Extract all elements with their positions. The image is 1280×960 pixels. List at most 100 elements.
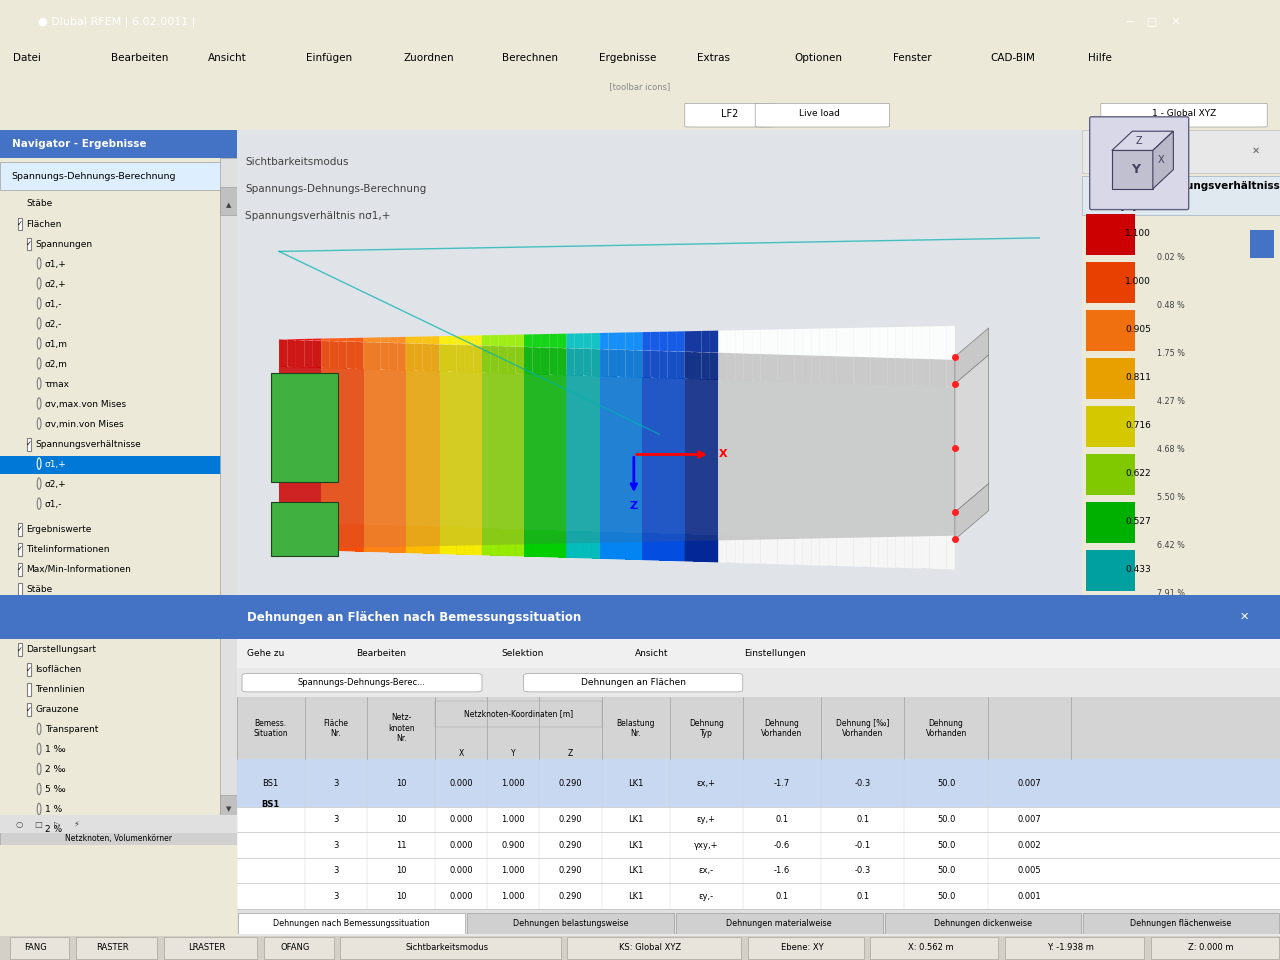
Bar — [870, 937, 998, 959]
Text: 0.000: 0.000 — [449, 779, 472, 787]
Polygon shape — [591, 333, 600, 349]
Polygon shape — [448, 372, 457, 527]
Polygon shape — [516, 544, 524, 557]
Bar — [18, 603, 22, 616]
Bar — [18, 623, 22, 636]
Polygon shape — [338, 338, 347, 342]
Polygon shape — [819, 355, 828, 383]
Bar — [270, 373, 338, 482]
Polygon shape — [338, 548, 347, 551]
Bar — [1085, 262, 1135, 302]
Polygon shape — [879, 357, 887, 385]
Polygon shape — [507, 529, 516, 556]
Polygon shape — [777, 540, 786, 564]
Text: 10: 10 — [396, 779, 406, 787]
Polygon shape — [819, 328, 828, 356]
Polygon shape — [685, 535, 692, 562]
Polygon shape — [617, 532, 626, 560]
Polygon shape — [634, 332, 643, 350]
Polygon shape — [584, 333, 591, 348]
Polygon shape — [532, 347, 541, 374]
Text: 1.000: 1.000 — [502, 815, 525, 824]
Bar — [27, 438, 32, 451]
Polygon shape — [330, 368, 338, 523]
Text: 1.100: 1.100 — [1125, 228, 1151, 238]
Text: 2 %: 2 % — [45, 826, 63, 834]
Text: X: X — [439, 653, 447, 662]
Polygon shape — [922, 537, 929, 568]
Text: LK1: LK1 — [628, 866, 644, 876]
Text: Netzknoten, Volumenkörner: Netzknoten, Volumenkörner — [65, 834, 172, 843]
Text: 10: 10 — [396, 892, 406, 900]
Text: ✓: ✓ — [27, 666, 32, 673]
Polygon shape — [321, 523, 330, 550]
Polygon shape — [701, 352, 710, 380]
Text: τmax: τmax — [45, 380, 70, 389]
Text: 0.900: 0.900 — [502, 841, 525, 850]
Bar — [18, 563, 22, 576]
Text: Live load: Live load — [799, 109, 840, 118]
Polygon shape — [626, 377, 634, 533]
Polygon shape — [575, 543, 584, 559]
Text: Stäbe: Stäbe — [26, 585, 52, 594]
Text: ✕: ✕ — [1252, 146, 1261, 156]
Polygon shape — [305, 368, 312, 523]
Polygon shape — [499, 529, 507, 556]
Text: 1.75 %: 1.75 % — [1157, 348, 1185, 358]
Text: σv,min.von Mises: σv,min.von Mises — [45, 420, 124, 429]
Polygon shape — [777, 329, 786, 354]
Polygon shape — [439, 527, 448, 554]
Text: σ2,-: σ2,- — [45, 320, 63, 328]
Polygon shape — [355, 547, 364, 552]
Polygon shape — [718, 330, 727, 353]
Polygon shape — [372, 547, 380, 552]
Text: εy,+: εy,+ — [696, 815, 716, 824]
FancyBboxPatch shape — [524, 674, 742, 692]
Polygon shape — [896, 327, 904, 358]
Polygon shape — [364, 369, 372, 525]
Polygon shape — [389, 337, 397, 343]
FancyBboxPatch shape — [1089, 117, 1189, 209]
Polygon shape — [490, 335, 499, 346]
Bar — [10, 937, 69, 959]
Bar — [238, 913, 465, 934]
Polygon shape — [575, 531, 584, 558]
Polygon shape — [896, 358, 904, 386]
Polygon shape — [913, 326, 922, 359]
Bar — [0, 130, 237, 158]
Polygon shape — [922, 326, 929, 359]
Text: Flächen: Flächen — [26, 220, 61, 228]
Polygon shape — [558, 348, 566, 375]
Polygon shape — [516, 529, 524, 557]
Polygon shape — [861, 327, 870, 357]
Polygon shape — [532, 544, 541, 557]
Text: 50.0: 50.0 — [937, 779, 955, 787]
Text: RASTER: RASTER — [96, 944, 129, 952]
Bar — [237, 697, 1280, 759]
Text: γxy,+: γxy,+ — [694, 841, 718, 850]
Polygon shape — [465, 335, 474, 346]
Polygon shape — [744, 380, 753, 536]
Polygon shape — [938, 542, 946, 569]
Text: Hilfe: Hilfe — [1088, 53, 1112, 62]
Polygon shape — [626, 542, 634, 560]
Text: Z: Z — [1135, 135, 1143, 146]
Polygon shape — [837, 539, 845, 566]
Polygon shape — [634, 542, 643, 560]
Polygon shape — [795, 382, 803, 538]
Polygon shape — [330, 338, 338, 341]
Polygon shape — [380, 547, 389, 553]
Polygon shape — [364, 547, 372, 552]
Polygon shape — [887, 537, 896, 567]
Polygon shape — [753, 381, 760, 537]
Polygon shape — [904, 537, 913, 568]
Polygon shape — [854, 538, 861, 566]
Bar — [0, 456, 237, 473]
Bar — [1085, 694, 1135, 734]
Text: Z: 0.000 m: Z: 0.000 m — [1188, 944, 1234, 952]
Polygon shape — [558, 374, 566, 531]
Polygon shape — [608, 349, 617, 377]
Polygon shape — [643, 377, 650, 533]
Bar — [237, 759, 1280, 806]
Polygon shape — [727, 380, 735, 536]
